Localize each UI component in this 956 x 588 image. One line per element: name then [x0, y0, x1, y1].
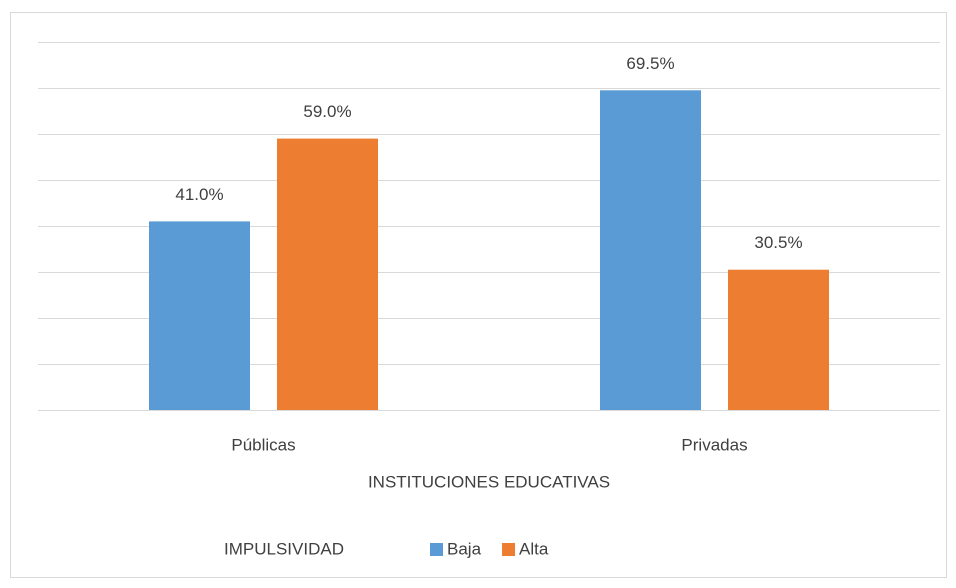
bar	[277, 138, 378, 410]
legend-label: Baja	[447, 539, 482, 558]
bar	[600, 90, 701, 411]
x-axis-label: INSTITUCIONES EDUCATIVAS	[368, 472, 610, 491]
data-label: 41.0%	[175, 185, 223, 204]
legend-title: IMPULSIVIDAD	[224, 539, 344, 558]
legend-swatch	[502, 543, 516, 556]
data-label: 30.5%	[754, 233, 802, 252]
data-label: 59.0%	[303, 102, 351, 121]
legend-label: Alta	[519, 539, 549, 558]
legend-swatch	[430, 543, 443, 556]
x-tick-label: Públicas	[231, 435, 295, 454]
x-tick-label: Privadas	[681, 435, 747, 454]
data-label: 69.5%	[626, 54, 674, 73]
bar	[728, 269, 829, 410]
bar	[149, 221, 250, 410]
